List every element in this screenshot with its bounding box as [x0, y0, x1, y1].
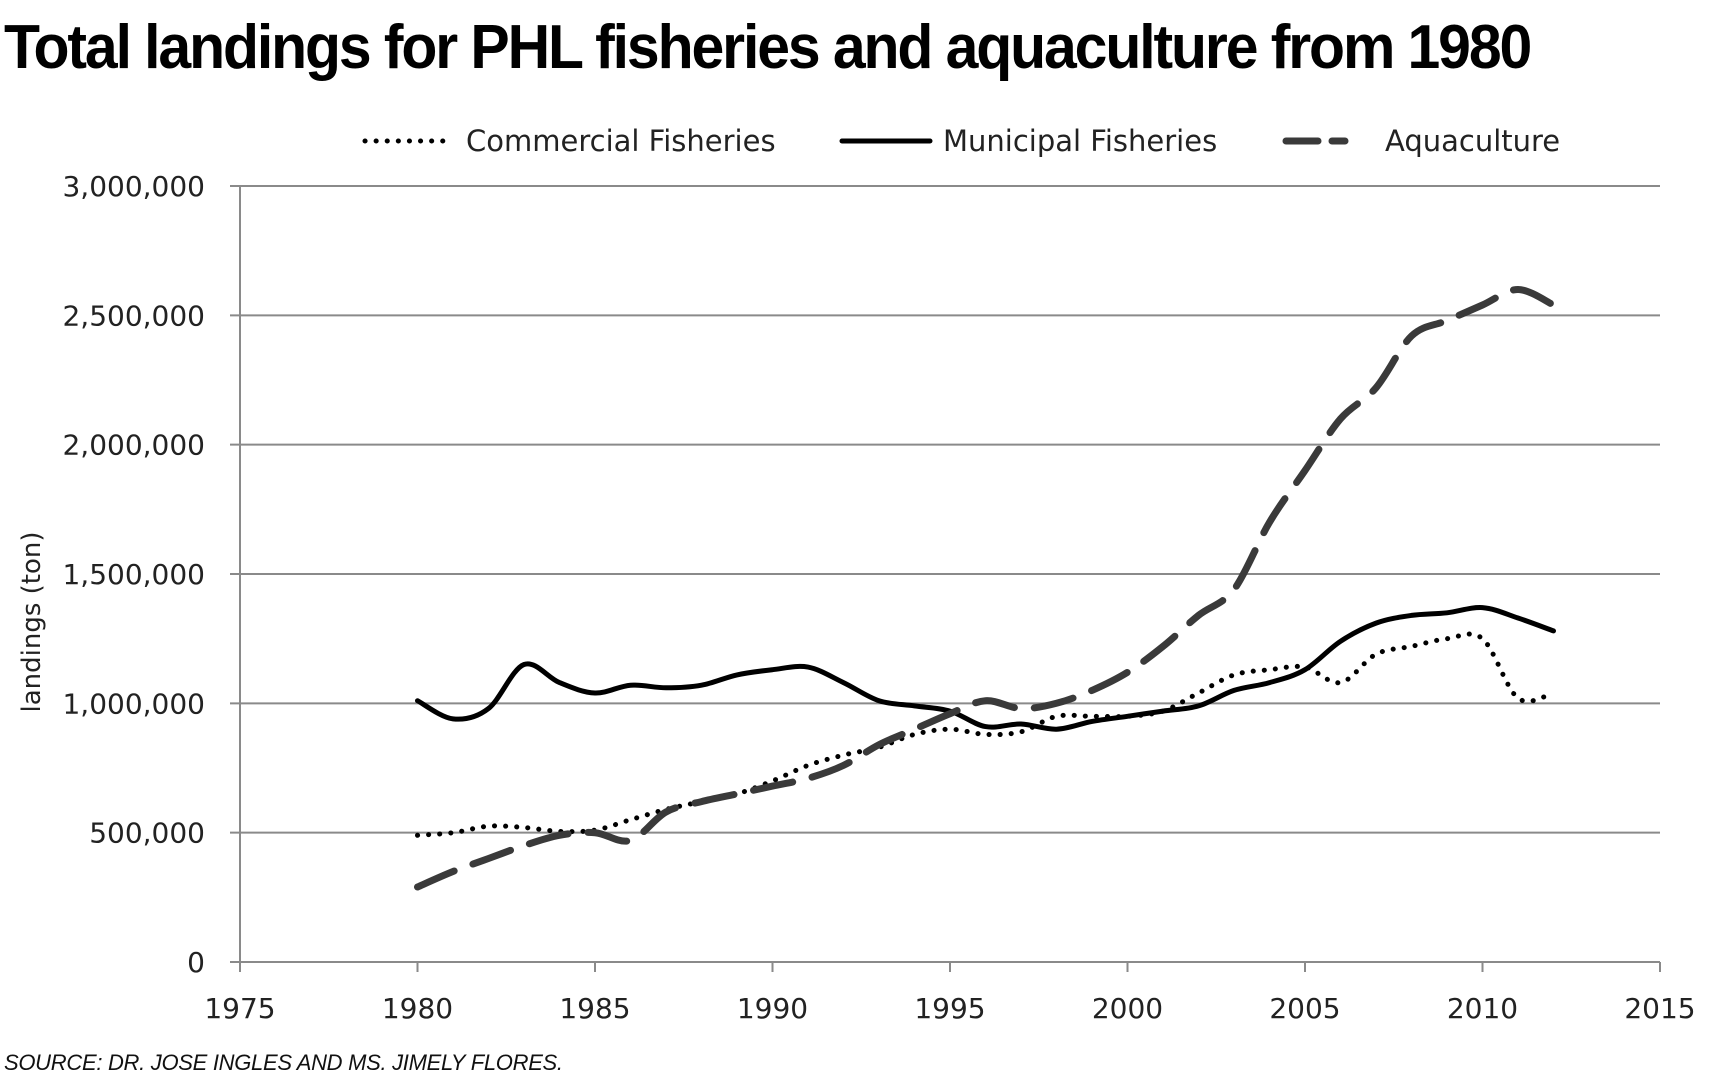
x-tick-label: 1975: [204, 992, 275, 1025]
x-tick-label: 2005: [1269, 992, 1340, 1025]
y-tick-label: 500,000: [89, 817, 205, 850]
y-tick-label: 1,500,000: [62, 558, 205, 591]
x-tick-label: 1995: [914, 992, 985, 1025]
legend-label-municipal-fisheries: Municipal Fisheries: [943, 124, 1217, 158]
y-tick-labels: 0 500,000 1,000,000 1,500,000 2,000,000 2,500…: [62, 170, 205, 979]
x-tick-label: 1985: [559, 992, 630, 1025]
series-line-aquaculture: [414, 286, 1557, 891]
x-tick-labels: 1975 1980 1985 1990 1995 2000 2005 2010 2015: [204, 962, 1696, 1025]
source-note: SOURCE: DR. JOSE INGLES AND MS. JIMELY F…: [4, 1050, 563, 1075]
gridlines: [230, 185, 1660, 964]
legend-label-commercial-fisheries: Commercial Fisheries: [466, 124, 776, 158]
y-tick-label: 2,500,000: [62, 299, 205, 332]
series-line-commercial-fisheries: [415, 631, 1556, 838]
x-tick-label: 1980: [382, 992, 453, 1025]
legend: Commercial Fisheries Municipal Fisheries A…: [362, 124, 1560, 158]
legend-label-aquaculture: Aquaculture: [1385, 124, 1560, 158]
series-line-municipal-fisheries: [415, 605, 1556, 732]
y-tick-label: 2,000,000: [62, 429, 205, 462]
x-tick-label: 2010: [1447, 992, 1518, 1025]
y-tick-label: 1,000,000: [62, 687, 205, 720]
x-tick-label: 1990: [737, 992, 808, 1025]
y-axis-label: landings (ton): [17, 531, 47, 712]
x-tick-label: 2015: [1624, 992, 1695, 1025]
series-lines: [414, 286, 1557, 891]
y-tick-label: 3,000,000: [62, 170, 205, 203]
x-tick-label: 2000: [1092, 992, 1163, 1025]
y-tick-label: 0: [187, 946, 205, 979]
chart-title: Total landings for PHL fisheries and aqu…: [4, 13, 1532, 82]
